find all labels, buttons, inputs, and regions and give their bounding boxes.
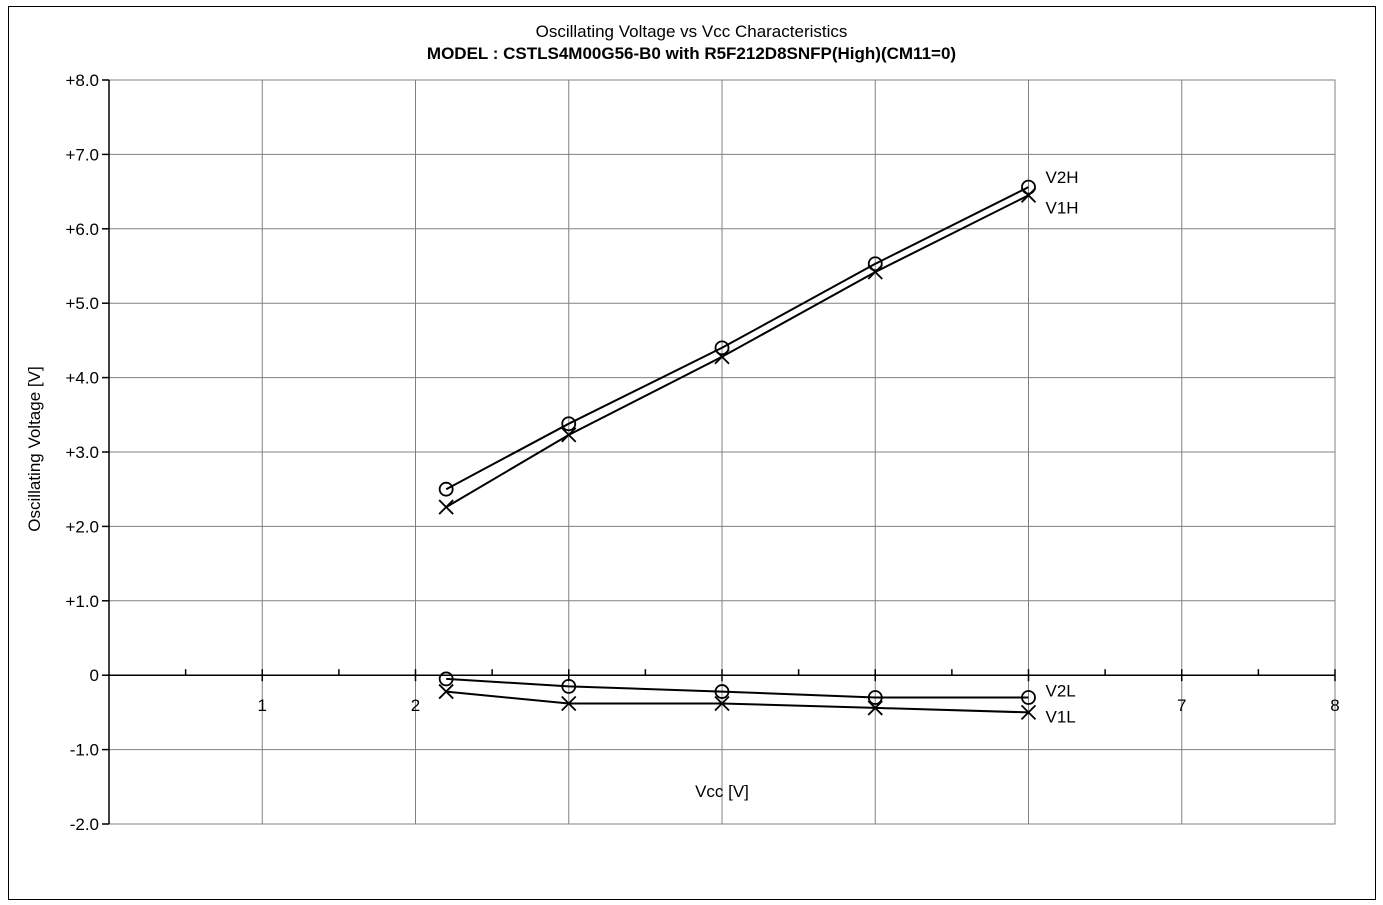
point-v1l <box>714 695 730 712</box>
point-v2l <box>1021 690 1036 705</box>
chart-subtitle: MODEL : CSTLS4M00G56-B0 with R5F212D8SNF… <box>426 44 957 63</box>
series-label-v2l: V2L <box>1046 682 1076 701</box>
point-v2l <box>714 684 730 699</box>
y-tick-label: -2.0 <box>70 815 99 834</box>
point-v1h <box>561 427 577 443</box>
point-v2l <box>561 678 577 694</box>
x-axis-label: Vcc [V] <box>695 782 749 801</box>
y-tick-label: +8.0 <box>65 71 99 90</box>
tick-labels: +8.0 +7.0 +6.0 +5.0 +4.0 +3.0 +2.0 +1.0 0 -1.0 -2.… <box>65 71 1339 834</box>
y-tick-label: +7.0 <box>65 145 99 164</box>
point-v1l <box>867 700 883 716</box>
series-label-v2h: V2H <box>1046 168 1079 187</box>
point-v1h <box>1020 187 1037 203</box>
point-v2h <box>714 340 730 356</box>
x-tick-label: 7 <box>1177 696 1186 715</box>
chart-title: Oscillating Voltage vs Vcc Characteristi… <box>535 22 848 41</box>
chart-frame <box>8 6 1376 900</box>
point-v2l <box>867 690 883 705</box>
x-tick-label: 8 <box>1330 696 1339 715</box>
point-v2h <box>561 416 577 432</box>
y-tick-label: +4.0 <box>65 369 99 388</box>
series-label-v1h: V1H <box>1046 198 1079 217</box>
series-label-v1l: V1L <box>1046 707 1076 726</box>
point-v2l <box>438 671 454 687</box>
point-v1l <box>1020 704 1037 721</box>
y-tick-label: +6.0 <box>65 220 99 239</box>
series-line-v1l <box>446 690 1029 714</box>
y-tick-label: +5.0 <box>65 294 99 313</box>
x-tick-label: 1 <box>258 696 267 715</box>
series-labels: V2H V1H V2L V1L <box>1046 168 1079 726</box>
point-v1l <box>438 683 454 700</box>
axes <box>102 79 1336 825</box>
y-tick-label: +3.0 <box>65 443 99 462</box>
y-axis-label: Oscillating Voltage [V] <box>25 366 44 531</box>
series-line-v2h <box>445 186 1029 491</box>
point-v1l <box>561 695 577 712</box>
y-tick-label: +1.0 <box>65 592 99 611</box>
series-line-v2l <box>446 677 1029 699</box>
y-tick-label: +2.0 <box>65 517 99 536</box>
data-series <box>438 179 1037 721</box>
point-v1h <box>438 499 454 515</box>
y-tick-label: 0 <box>90 666 99 685</box>
point-v2h <box>867 256 883 272</box>
grid-lines <box>108 79 1336 825</box>
point-v1h <box>714 349 730 365</box>
point-v2h <box>438 481 454 497</box>
point-v2h <box>1021 179 1036 195</box>
point-v1h <box>867 264 883 280</box>
x-tick-label: 2 <box>411 696 420 715</box>
series-line-v1h <box>445 194 1029 508</box>
y-tick-label: -1.0 <box>70 741 99 760</box>
